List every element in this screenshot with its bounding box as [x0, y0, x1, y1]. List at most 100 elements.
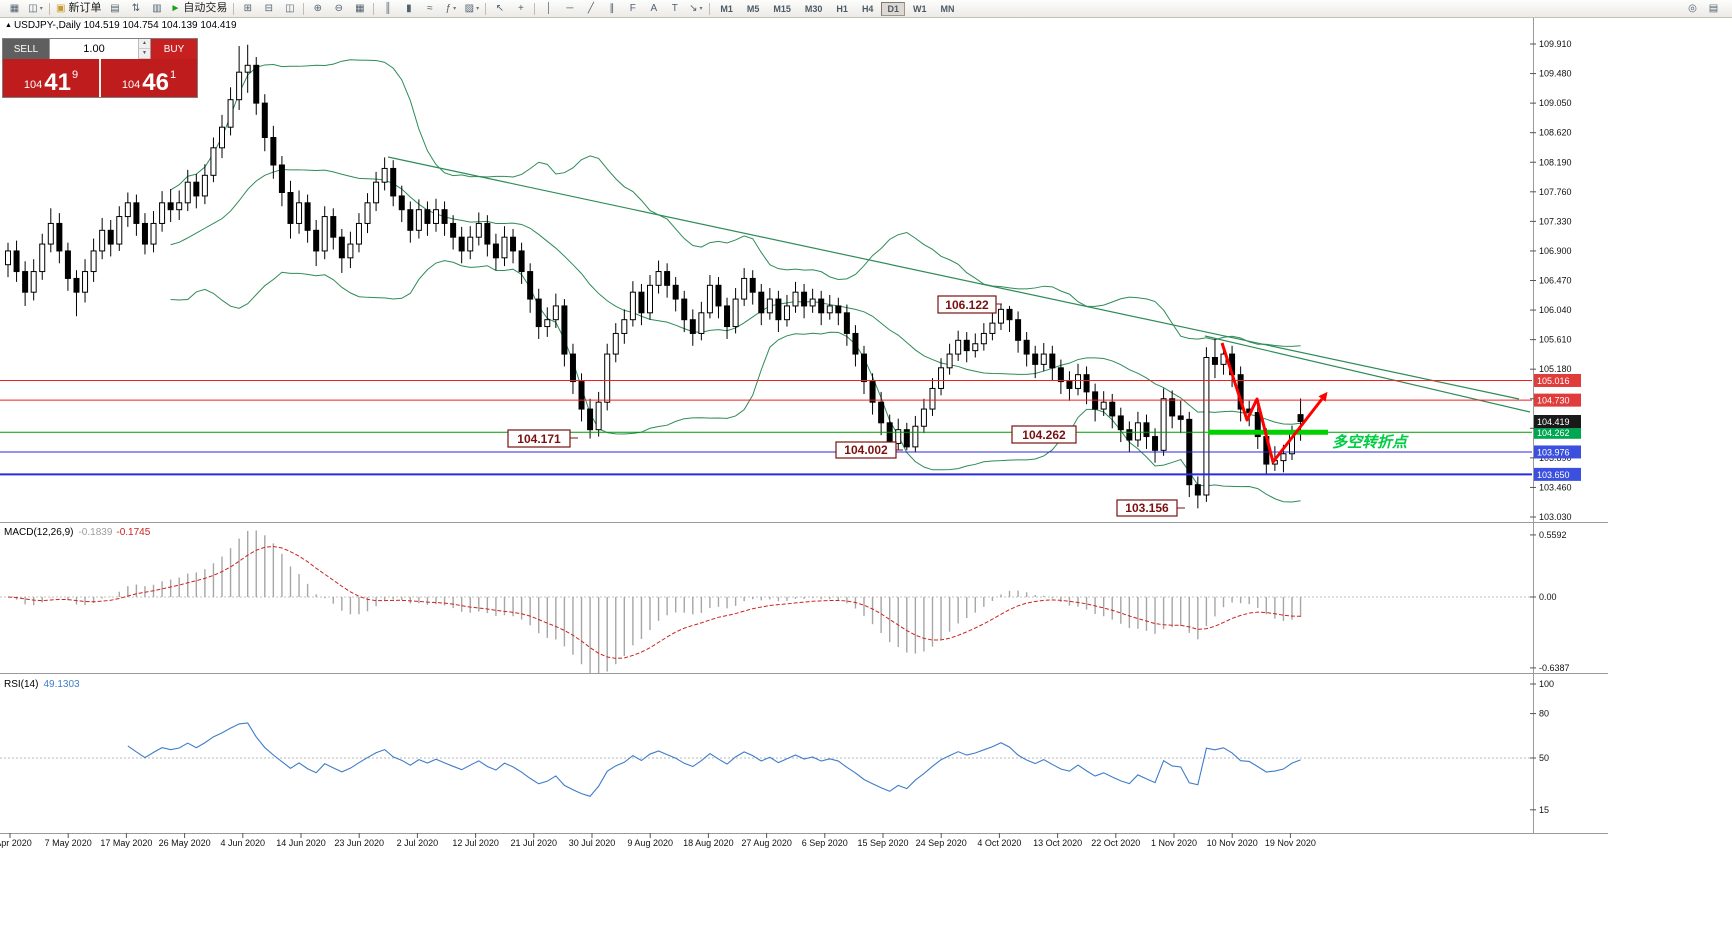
timeframe-m30[interactable]: M30 — [804, 3, 823, 14]
buy-price-main: 104 — [121, 79, 141, 91]
timeframe-w1[interactable]: W1 — [912, 3, 927, 14]
price-annotation[interactable]: 103.156 — [1116, 499, 1185, 517]
timeframe-m15[interactable]: M15 — [773, 3, 791, 14]
toolbar-separator — [534, 2, 536, 15]
vertical-line-icon: │ — [545, 2, 552, 14]
sell-price-pips: 41 — [44, 68, 71, 96]
lot-decrease-icon[interactable]: ▼ — [139, 49, 150, 59]
templates-icon: ▨ — [464, 2, 475, 14]
new-order-button-label: 新订单 — [68, 2, 102, 14]
svg-text:27 Aug 2020: 27 Aug 2020 — [741, 838, 792, 848]
timeframe-mn[interactable]: MN — [940, 3, 955, 14]
new-chart-icon: ▦ — [9, 2, 20, 14]
sell-button[interactable]: SELL — [3, 39, 49, 59]
svg-text:80: 80 — [1539, 709, 1549, 719]
price-annotation[interactable]: 104.171 — [507, 429, 578, 448]
macd-histogram — [15, 530, 1302, 673]
svg-text:109.050: 109.050 — [1539, 98, 1572, 108]
timeframe-h1[interactable]: H1 — [836, 3, 848, 14]
arrows-icon[interactable]: ↘ ▾ — [686, 1, 705, 16]
chart-annotations: 106.122 104.171 104.002 104.262 103.156 多空转折点 — [507, 295, 1409, 517]
lot-spinner[interactable]: ▲ ▼ — [138, 39, 150, 59]
horizontal-line-icon: ─ — [566, 2, 574, 14]
price-tag: 103.650 — [1534, 467, 1581, 481]
buy-button[interactable]: BUY — [151, 39, 197, 59]
candlestick-chart-icon[interactable]: ▮ — [399, 1, 418, 16]
lot-increase-icon[interactable]: ▲ — [139, 39, 150, 49]
crosshair-icon: + — [517, 2, 524, 14]
market-watch-icon[interactable]: ▤ — [105, 1, 124, 16]
sell-price-point: 9 — [71, 69, 79, 81]
crosshair-icon[interactable]: + — [511, 1, 530, 16]
arrange-windows-icon[interactable]: ◫ — [280, 1, 299, 16]
trendline-icon: ╱ — [587, 2, 594, 14]
zoom-in-icon[interactable]: ⊕ — [308, 1, 327, 16]
chart-surface[interactable] — [0, 17, 1732, 850]
timeframe-h4[interactable]: H4 — [861, 3, 874, 14]
trendline-objects[interactable] — [387, 156, 1531, 413]
trendline-icon[interactable]: ╱ — [581, 1, 600, 16]
timeframe-m5[interactable]: M5 — [746, 3, 760, 14]
horizontal-line-icon[interactable]: ─ — [560, 1, 579, 16]
price-annotation[interactable]: 104.002 — [835, 441, 903, 459]
svg-text:104.002: 104.002 — [844, 443, 888, 457]
channel-icon[interactable]: ∥ — [602, 1, 621, 16]
svg-text:107.760: 107.760 — [1539, 187, 1572, 197]
one-click-trading-panel: SELL 1.00 ▲ ▼ BUY 104 41 9 104 46 1 — [2, 38, 198, 98]
fibonacci-icon[interactable]: F — [623, 1, 642, 16]
buy-price-button[interactable]: 104 46 1 — [101, 59, 197, 97]
toolbar-separator — [49, 2, 50, 15]
templates-icon[interactable]: ▨ ▾ — [462, 1, 481, 16]
svg-text:104.171: 104.171 — [517, 432, 561, 446]
bar-chart-icon[interactable]: ║ — [378, 1, 397, 16]
search-icon[interactable]: ◎ — [1683, 1, 1702, 16]
zoom-out-icon[interactable]: ⊖ — [329, 1, 348, 16]
fibonacci-icon: F — [629, 2, 636, 14]
horizontal-line-objects[interactable] — [0, 379, 1532, 476]
new-chart-icon[interactable]: ▦ — [5, 1, 24, 16]
quick-panel-icon[interactable]: ▤ — [1704, 1, 1723, 16]
lot-value[interactable]: 1.00 — [83, 43, 105, 55]
trend-arrow-head — [1318, 391, 1328, 402]
svg-text:103.976: 103.976 — [1537, 447, 1570, 457]
svg-text:15 Sep 2020: 15 Sep 2020 — [857, 838, 908, 848]
toolbar-separator — [233, 2, 235, 15]
sell-price-main: 104 — [23, 79, 43, 91]
sell-price-button[interactable]: 104 41 9 — [3, 59, 99, 97]
timeframe-m1[interactable]: M1 — [720, 3, 733, 14]
terminal-icon[interactable]: ▥ — [147, 1, 166, 16]
svg-text:105.016: 105.016 — [1537, 376, 1570, 386]
label-icon[interactable]: T — [665, 1, 684, 16]
svg-text:30 Jul 2020: 30 Jul 2020 — [569, 838, 616, 848]
chart-profiles-icon[interactable]: ◫ ▾ — [26, 1, 45, 16]
svg-text:104.262: 104.262 — [1022, 428, 1066, 442]
chevron-down-icon: ▾ — [699, 6, 703, 12]
text-icon[interactable]: A — [644, 1, 663, 16]
auto-trading-button[interactable]: ► 自动交易 — [168, 1, 229, 16]
data-window-icon[interactable]: ⇅ — [126, 1, 145, 16]
indicators-icon[interactable]: ƒ ▾ — [441, 1, 460, 16]
price-tag: 103.976 — [1534, 445, 1581, 459]
trend-arrow[interactable] — [1220, 342, 1324, 464]
price-tag: 105.016 — [1534, 373, 1581, 387]
lot-size-field[interactable]: 1.00 ▲ ▼ — [49, 39, 151, 59]
rsi-axis: 100 80 50 15 — [1530, 679, 1554, 815]
cascade-windows-icon[interactable]: ⊟ — [259, 1, 278, 16]
tile-windows-icon[interactable]: ⊞ — [238, 1, 257, 16]
grid-icon[interactable]: ▦ — [350, 1, 369, 16]
macd-value-main: -0.1839 — [78, 527, 113, 538]
timeframe-d1[interactable]: D1 — [881, 1, 905, 16]
new-order-button[interactable]: ▣ 新订单 — [54, 1, 103, 16]
price-annotation[interactable]: 106.122 — [937, 295, 1002, 314]
price-annotation[interactable]: 104.262 — [1011, 425, 1077, 444]
cursor-icon[interactable]: ↖ — [490, 1, 509, 16]
svg-text:109.910: 109.910 — [1539, 39, 1572, 49]
candlestick-chart-icon: ▮ — [406, 2, 412, 14]
svg-text:106.470: 106.470 — [1539, 276, 1572, 286]
vertical-line-icon[interactable]: │ — [539, 1, 558, 16]
quote-ohlc: 104.519 104.754 104.139 104.419 — [83, 20, 237, 31]
line-chart-icon[interactable]: ≈ — [420, 1, 439, 16]
svg-text:106.040: 106.040 — [1539, 305, 1572, 315]
time-axis[interactable]: 8 Apr 2020 7 May 2020 17 May 2020 26 May 20… — [0, 833, 1316, 848]
